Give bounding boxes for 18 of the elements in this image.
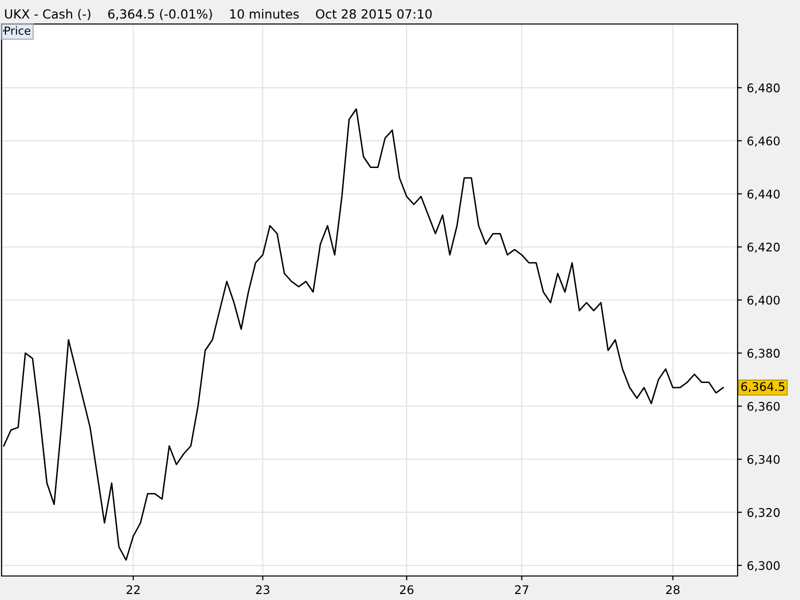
y-tick-label: 6,380 (747, 348, 780, 359)
y-tick-label: 6,480 (747, 83, 780, 94)
x-tick-label: 28 (666, 585, 680, 594)
x-tick-label: 27 (515, 585, 528, 594)
legend-label: Price (4, 26, 30, 35)
x-tick-label: 26 (400, 585, 414, 594)
x-tick-label: 22 (126, 585, 140, 594)
y-tick-label: 6,420 (747, 242, 780, 253)
y-tick-label: 6,440 (747, 190, 780, 200)
y-tick-label: 6,460 (747, 136, 780, 147)
y-tick-label: 6,320 (747, 508, 780, 518)
y-tick-label: 6,360 (747, 402, 780, 412)
x-tick-label: 23 (256, 585, 270, 594)
text: 6,364.5 (741, 382, 784, 392)
y-tick-label: 6,400 (747, 296, 780, 306)
y-tick-label: 6,300 (747, 561, 780, 572)
y-tick-label: 6,340 (747, 454, 780, 466)
chart-title: UKX - Cash (-) 6,364.5 (-0.01%) 10 minutes Oct 28 2015 07:10 (5, 9, 432, 20)
